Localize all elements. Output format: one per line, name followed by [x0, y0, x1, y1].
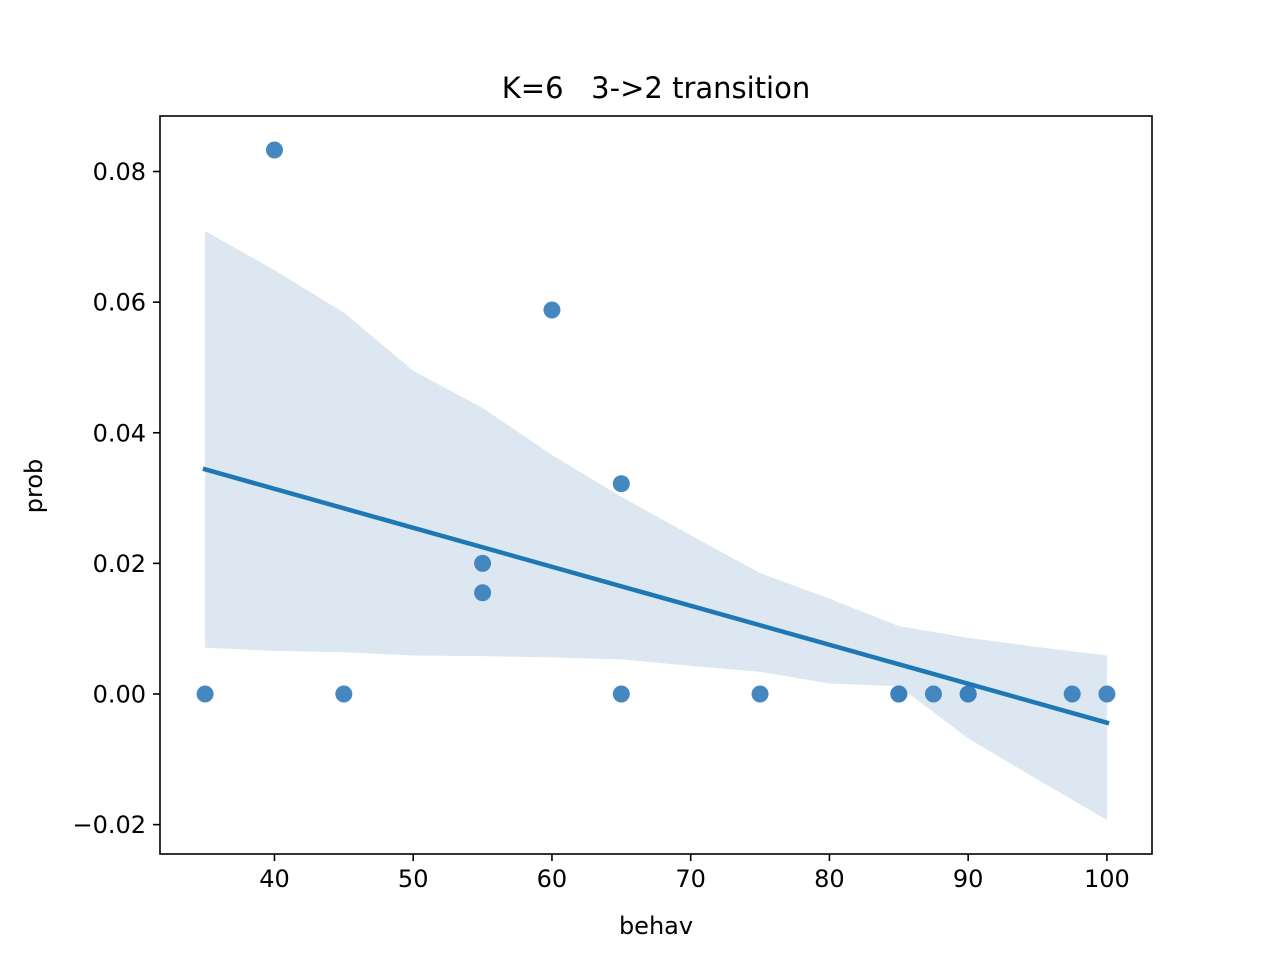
scatter-point-2	[265, 141, 283, 159]
x-tick-label-90: 90	[953, 865, 984, 893]
scatter-point-4	[474, 554, 492, 572]
y-axis-label: prob	[20, 459, 48, 514]
x-tick-label-80: 80	[814, 865, 845, 893]
scatter-point-3	[335, 685, 353, 703]
scatter-point-12	[924, 685, 942, 703]
y-tick-label-4: 0.06	[93, 289, 146, 317]
scatter-point-1	[196, 685, 214, 703]
x-axis-label: behav	[619, 912, 693, 940]
scatter-point-8	[612, 685, 630, 703]
scatter-point-5	[474, 584, 492, 602]
x-tick-label-50: 50	[398, 865, 429, 893]
scatter-point-16	[1098, 685, 1116, 703]
plot-area-frame	[159, 115, 1153, 855]
x-axis-ticks: 40 50 60 70 80 90 100	[259, 854, 1130, 893]
x-tick-label-70: 70	[675, 865, 706, 893]
x-tick-label-100: 100	[1084, 865, 1130, 893]
scatter-point-14	[959, 685, 977, 703]
chart-title: K=6 3->2 transition	[502, 71, 810, 105]
scatter-point-7	[612, 475, 630, 493]
confidence-band	[205, 230, 1107, 821]
scatter-point-11	[890, 685, 908, 703]
scatter-point-15	[1063, 685, 1081, 703]
y-axis-ticks: −0.02 0.00 0.02 0.04 0.06 0.08	[72, 158, 160, 839]
y-tick-label-5: 0.08	[93, 158, 146, 186]
regression-line-layer	[202, 466, 1110, 726]
x-tick-label-40: 40	[259, 865, 290, 893]
x-tick-label-60: 60	[537, 865, 568, 893]
y-tick-label-2: 0.02	[93, 550, 146, 578]
y-tick-label-3: 0.04	[93, 419, 146, 447]
y-tick-label-1: 0.00	[93, 680, 146, 708]
scatter-points-layer	[196, 141, 1116, 703]
regression-line	[202, 466, 1110, 726]
scatter-point-9	[751, 685, 769, 703]
scatter-point-6	[543, 301, 561, 319]
y-tick-label-0: −0.02	[72, 811, 146, 839]
confidence-band-layer	[205, 230, 1107, 821]
